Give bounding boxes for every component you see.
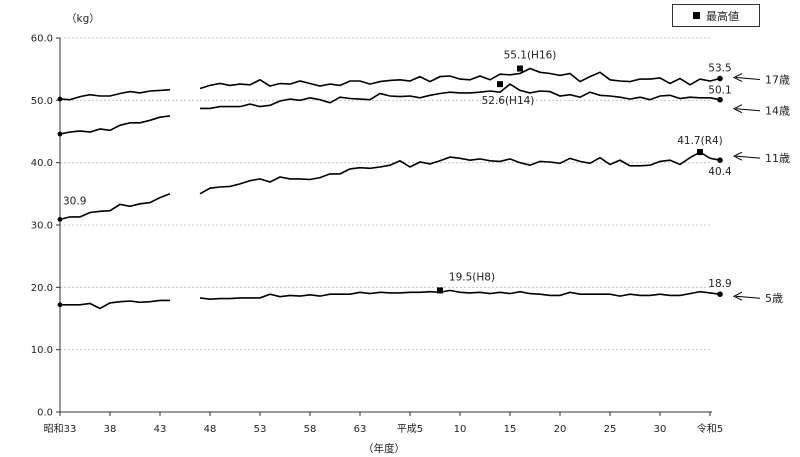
series-end-point <box>717 96 723 103</box>
series-line <box>199 151 721 195</box>
series-labels: 17歳 14歳 11歳 5歳 <box>732 73 790 305</box>
x-tick-label: 15 <box>504 424 517 435</box>
series-arrow <box>735 155 761 159</box>
first-value-label: 30.9 <box>63 195 86 207</box>
x-tick-label: 63 <box>354 424 367 435</box>
series-start-point <box>57 96 63 102</box>
series-arrow <box>735 77 761 81</box>
series-end-point <box>717 75 723 82</box>
last-value-label: 40.4 <box>708 166 732 178</box>
x-tick-label: 令和5 <box>697 422 723 435</box>
series-name-label: 17歳 <box>765 74 790 87</box>
y-tick-label: 60.0 <box>31 34 53 45</box>
series-arrow <box>735 295 761 299</box>
x-tick-label: 20 <box>554 424 567 435</box>
series-end-point <box>717 291 723 297</box>
series-arrow-head <box>732 151 743 161</box>
y-tick-label: 30.0 <box>31 221 53 232</box>
series-name-label: 5歳 <box>765 292 783 305</box>
x-tick-label: 43 <box>154 424 167 435</box>
series-line <box>59 88 171 101</box>
y-tick-label: 50.0 <box>31 96 53 107</box>
series-line <box>60 299 170 310</box>
last-value-label: 53.5 <box>708 63 731 75</box>
series-arrow-head <box>732 104 743 114</box>
series-start-point <box>57 131 63 137</box>
peak-marker <box>517 65 523 72</box>
series-line <box>59 193 171 221</box>
series-start-point <box>57 302 63 308</box>
x-tick-label: 25 <box>604 424 617 435</box>
x-tick-label: 10 <box>454 424 467 435</box>
x-tick-label: 58 <box>304 424 317 435</box>
data-annotations: 55.1(H16) 53.5 52.6(H14) 50.1 41.7(R4) 40.4 30… <box>57 50 732 308</box>
series-arrow <box>735 108 761 112</box>
x-tick-label: 昭和33 <box>44 423 77 435</box>
y-tick-label: 40.0 <box>31 158 53 169</box>
series-start-point <box>57 216 63 222</box>
series-lines <box>59 67 721 310</box>
peak-label: 52.6(H14) <box>482 95 535 107</box>
series-line <box>59 115 171 135</box>
last-value-label: 50.1 <box>708 85 731 97</box>
y-tick-label: 0.0 <box>37 408 53 419</box>
series-end-point <box>717 157 723 163</box>
x-tick-labels: 昭和33 38 43 48 53 58 63 平成5 10 15 20 25 30 令和5 <box>44 412 723 435</box>
series-name-label: 11歳 <box>765 152 790 165</box>
peak-marker <box>697 149 703 156</box>
y-tick-label: 10.0 <box>31 345 53 356</box>
series-arrow-head <box>732 73 743 82</box>
legend: 最高値 <box>672 4 760 27</box>
legend-label: 最高値 <box>706 9 739 23</box>
x-tick-label: 48 <box>204 424 217 435</box>
legend-peak-marker <box>693 12 700 19</box>
y-tick-labels: 0.0 10.0 20.0 30.0 40.0 50.0 60.0 <box>31 34 60 419</box>
series-line <box>199 289 721 301</box>
peak-marker <box>437 287 443 294</box>
peak-label: 19.5(H8) <box>449 271 495 283</box>
gridlines <box>60 37 712 351</box>
x-tick-label: 平成5 <box>397 423 423 435</box>
x-tick-label: 30 <box>654 424 667 435</box>
x-tick-label: 38 <box>104 424 117 435</box>
y-unit-label: （kg） <box>66 13 100 25</box>
series-name-label: 14歳 <box>765 105 790 118</box>
series-line <box>199 67 721 90</box>
peak-label: 55.1(H16) <box>504 50 557 62</box>
y-tick-label: 20.0 <box>31 283 53 294</box>
x-tick-label: 53 <box>254 424 267 435</box>
x-axis-title: （年度） <box>363 442 405 455</box>
series-arrow-head <box>732 291 743 301</box>
peak-label: 41.7(R4) <box>677 135 723 147</box>
series-line <box>200 83 721 110</box>
last-value-label: 18.9 <box>708 278 731 290</box>
peak-marker <box>497 81 503 88</box>
